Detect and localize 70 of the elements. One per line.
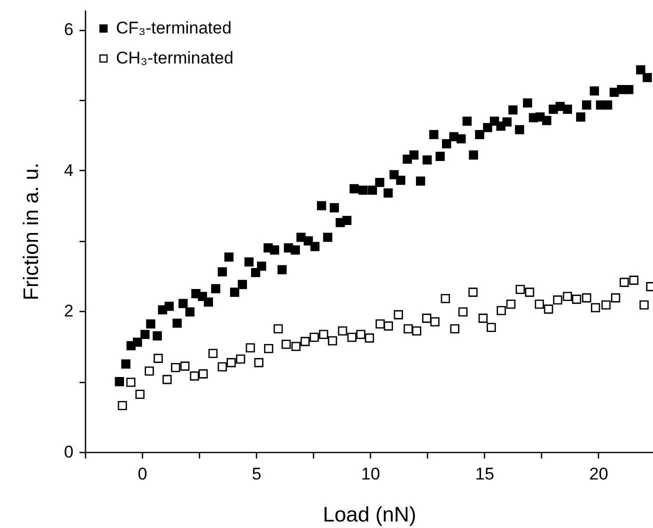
legend-label: CH₃-terminated: [116, 48, 234, 68]
point: [254, 358, 264, 368]
point: [384, 321, 393, 331]
point: [208, 348, 218, 358]
y-tick-label: 0: [64, 442, 74, 462]
point: [553, 295, 562, 305]
point: [562, 292, 572, 302]
point: [135, 390, 145, 399]
x-tick-label: 5: [252, 464, 262, 484]
point: [506, 300, 516, 309]
point: [534, 300, 544, 309]
point: [430, 317, 440, 326]
x-tick-label: 15: [475, 464, 494, 484]
point: [144, 366, 154, 376]
point: [601, 300, 611, 310]
point: [236, 354, 246, 364]
point: [226, 358, 236, 368]
point: [180, 362, 190, 371]
point: [118, 400, 127, 410]
point: [516, 284, 525, 294]
y-tick-label: 2: [64, 302, 74, 321]
point: [486, 322, 496, 332]
x-tick-label: 0: [138, 464, 148, 484]
point: [246, 343, 255, 352]
point: [347, 332, 356, 342]
y-tick-label: 6: [64, 20, 74, 40]
point: [154, 354, 163, 363]
point: [282, 340, 291, 349]
point: [629, 276, 638, 285]
point: [376, 319, 385, 328]
point: [170, 362, 180, 372]
point: [162, 374, 172, 384]
point: [544, 304, 554, 314]
point: [291, 342, 301, 352]
point: [319, 330, 328, 340]
point: [190, 371, 200, 381]
point: [274, 324, 283, 334]
point: [440, 294, 450, 304]
point: [364, 333, 374, 343]
point: [264, 344, 274, 354]
point: [611, 293, 620, 302]
point: [198, 369, 208, 378]
y-tick-label: 4: [64, 160, 74, 180]
point: [572, 294, 582, 304]
point: [338, 326, 348, 336]
point: [458, 307, 468, 317]
point: [590, 303, 600, 312]
point: [450, 324, 460, 334]
point: [496, 306, 506, 316]
point: [478, 314, 488, 323]
point: [394, 310, 404, 320]
x-tick-label: 10: [361, 464, 380, 484]
legend-label: CF₃-terminated: [116, 18, 232, 38]
x-axis-title: Load (nN): [322, 504, 416, 526]
point: [525, 288, 534, 297]
point: [126, 378, 136, 387]
y-axis-title: Friction in a. u.: [20, 162, 44, 300]
point: [300, 336, 310, 346]
point: [404, 324, 413, 334]
point: [310, 332, 319, 342]
point: [328, 336, 338, 346]
x-tick-label: 20: [589, 464, 608, 484]
point: [468, 288, 478, 297]
point: [422, 314, 432, 323]
point: [356, 330, 366, 340]
point: [412, 326, 422, 336]
point: [620, 278, 629, 287]
point: [218, 362, 227, 372]
point: [582, 293, 592, 302]
point: [640, 300, 649, 310]
